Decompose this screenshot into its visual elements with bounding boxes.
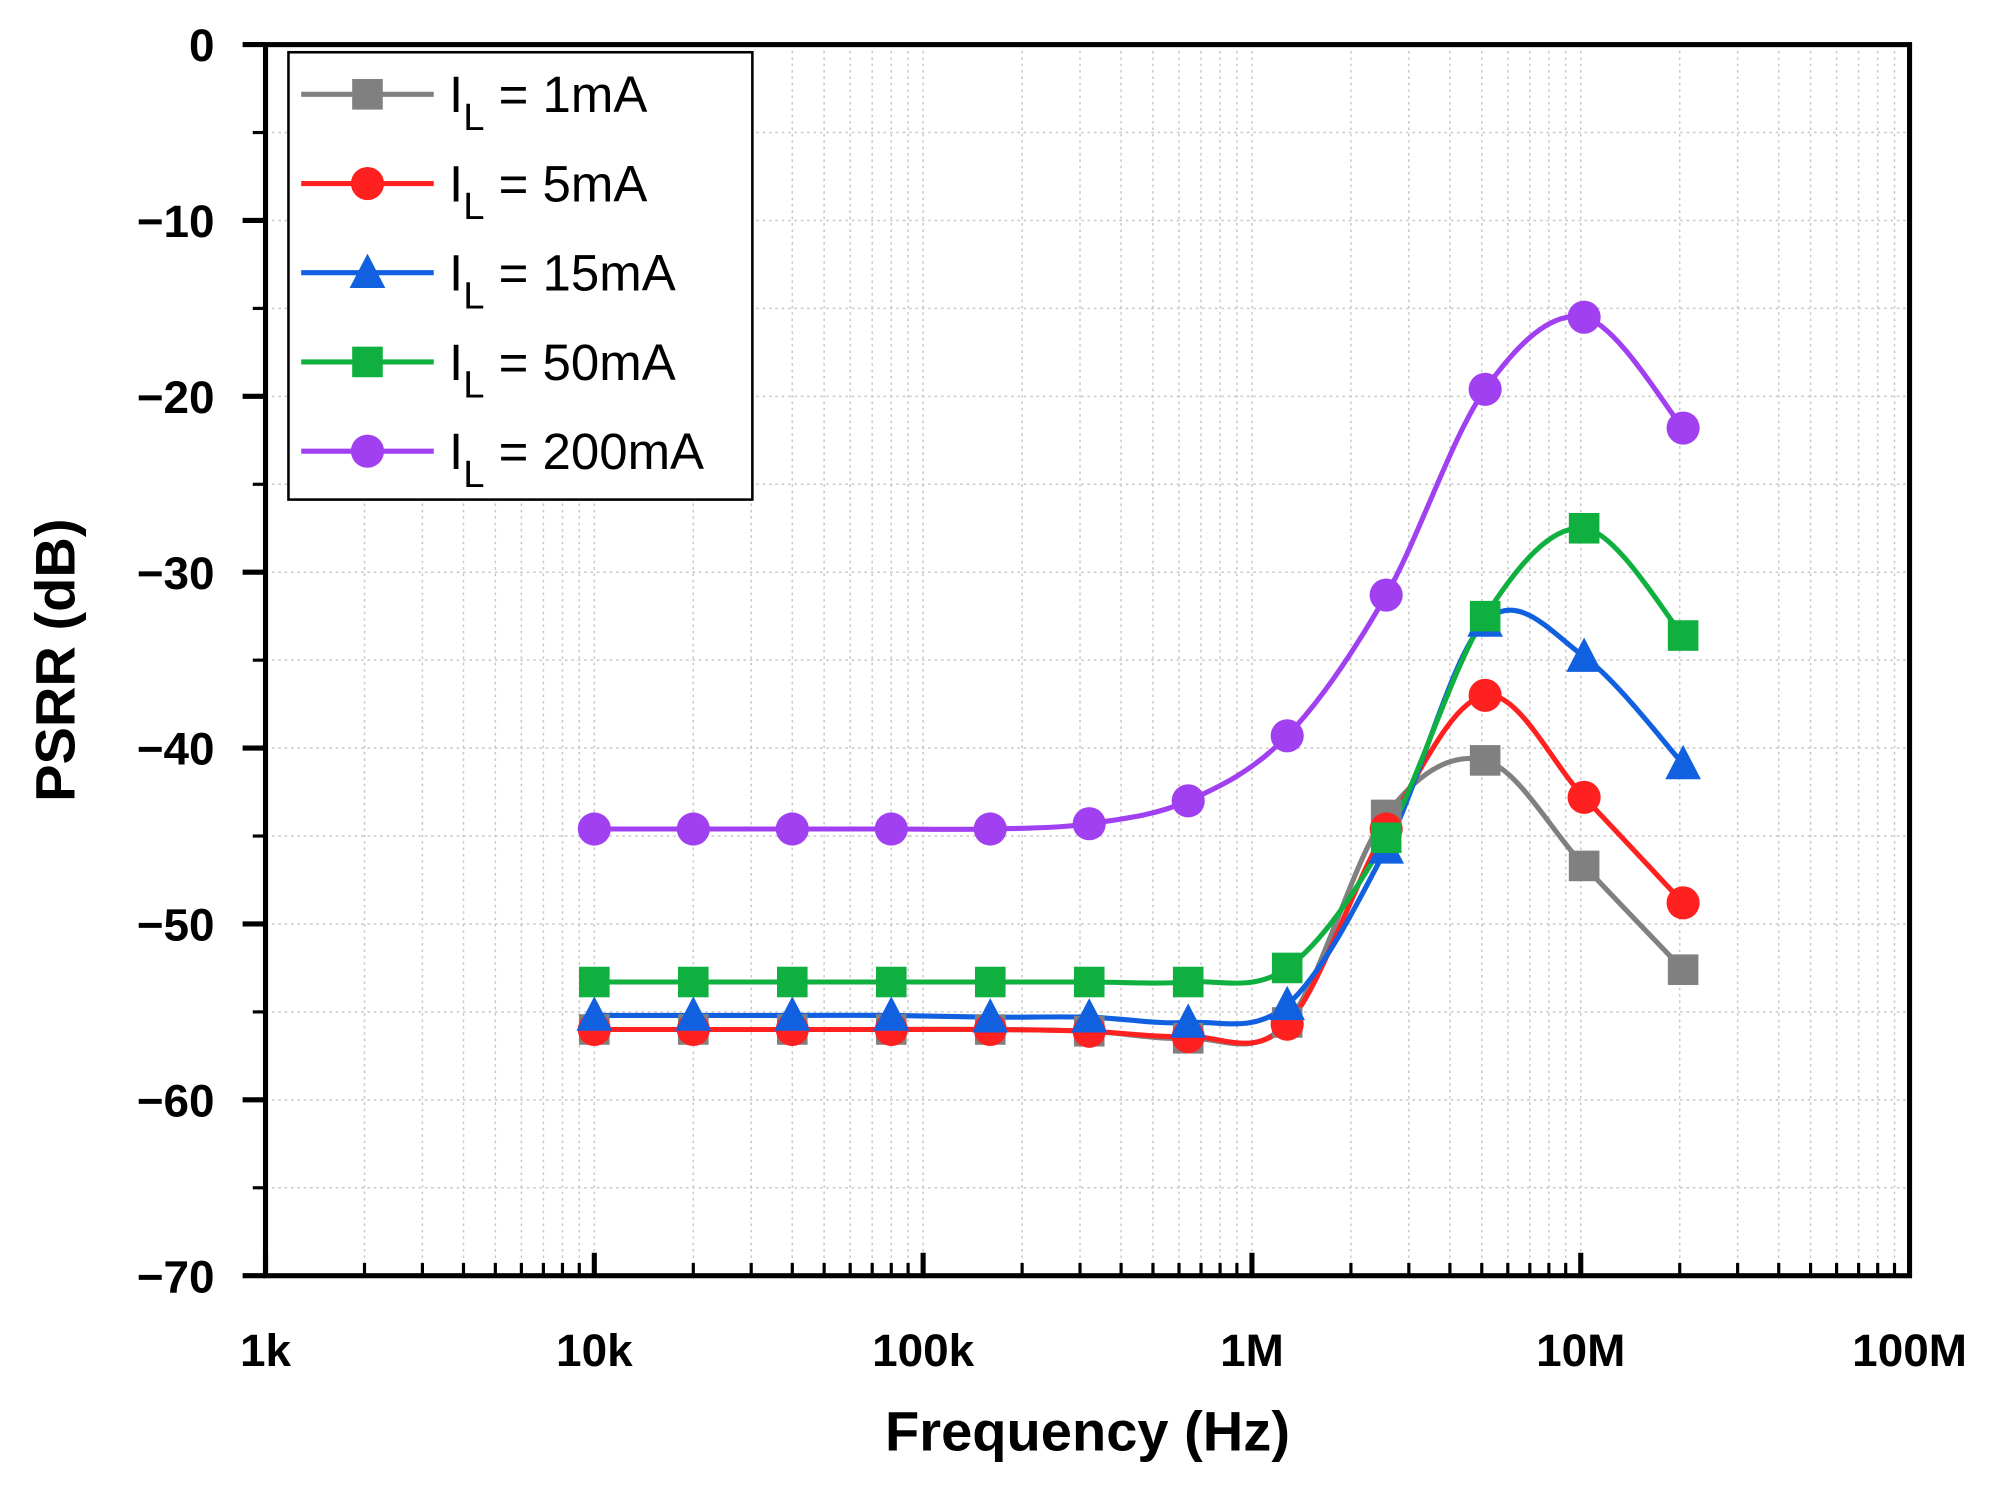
data-point	[1567, 780, 1601, 814]
data-point	[1468, 372, 1502, 406]
legend-label: IL = 1mA	[449, 66, 647, 139]
data-point	[1666, 886, 1700, 920]
x-tick-labels: 1k 10k 100k 1M 10M 100M	[240, 1324, 1967, 1376]
data-point	[973, 812, 1007, 846]
data-point	[1568, 512, 1600, 544]
y-tick-label: −30	[137, 547, 215, 599]
y-tick-label: −70	[137, 1250, 215, 1302]
x-tick-label: 10k	[556, 1324, 633, 1376]
data-point	[875, 966, 907, 998]
data-point	[776, 966, 808, 998]
data-point	[1665, 744, 1701, 780]
series-lines	[594, 313, 1686, 1047]
data-point	[579, 966, 610, 998]
legend-marker	[349, 253, 386, 289]
data-point	[873, 996, 910, 1031]
data-point	[974, 966, 1006, 998]
data-point	[1170, 1003, 1207, 1038]
data-point	[1667, 620, 1699, 651]
data-point	[1073, 966, 1105, 998]
series-line	[594, 525, 1686, 986]
legend-label: IL = 50mA	[449, 334, 676, 407]
y-tick-label: −10	[137, 195, 215, 247]
data-point	[675, 996, 712, 1031]
data-point	[1172, 966, 1204, 998]
x-tick-label: 1k	[240, 1324, 292, 1376]
data-point	[874, 812, 908, 846]
grid	[265, 44, 1910, 1276]
legend-marker	[350, 166, 385, 201]
data-point	[1370, 822, 1402, 854]
data-point	[577, 812, 611, 846]
data-point	[1171, 784, 1205, 818]
x-tick-label: 100k	[872, 1324, 975, 1376]
y-axis-label: PSRR (dB)	[23, 518, 86, 801]
y-tick-labels: 0 −10 −20 −30 −40 −50 −60 −70	[137, 19, 215, 1302]
data-point	[1468, 678, 1502, 712]
y-tick-label: −50	[137, 899, 215, 951]
data-point	[1072, 807, 1106, 841]
x-tick-label: 100M	[1852, 1324, 1967, 1376]
data-point	[1270, 719, 1304, 753]
series-line	[594, 755, 1685, 1047]
data-point	[678, 966, 709, 998]
data-point	[972, 998, 1009, 1033]
y-tick-label: −20	[137, 371, 215, 423]
data-point	[1469, 745, 1501, 776]
data-point	[774, 996, 811, 1031]
data-point	[1567, 300, 1601, 334]
legend-label: IL = 15mA	[449, 245, 676, 318]
x-tick-label: 10M	[1536, 1324, 1625, 1376]
data-point	[1269, 985, 1306, 1021]
legend-marker	[350, 434, 385, 468]
data-point	[1071, 998, 1108, 1033]
legend: IL = 1mA IL = 5mA IL = 15mA IL = 50mA IL = 2…	[287, 50, 754, 501]
series-line	[594, 692, 1685, 1046]
legend-label: IL = 5mA	[449, 155, 647, 228]
x-tick-label: 1M	[1220, 1324, 1284, 1376]
y-tick-label: 0	[189, 19, 215, 71]
x-axis-label: Frequency (Hz)	[885, 1399, 1290, 1462]
data-point	[1271, 952, 1303, 984]
data-point	[1666, 411, 1700, 445]
data-point	[1469, 600, 1501, 632]
data-point	[1566, 637, 1602, 672]
data-point	[1667, 954, 1699, 985]
series-markers	[576, 300, 1701, 1054]
data-point	[576, 996, 613, 1031]
legend-marker	[352, 346, 383, 378]
data-point	[1568, 850, 1600, 882]
axis-ticks	[242, 42, 1897, 1279]
legend-label: IL = 200mA	[449, 423, 704, 496]
data-point	[1369, 578, 1403, 612]
y-tick-label: −40	[137, 723, 215, 775]
y-tick-label: −60	[137, 1074, 215, 1126]
data-point	[676, 812, 710, 846]
legend-marker	[352, 79, 383, 110]
data-point	[775, 812, 809, 846]
